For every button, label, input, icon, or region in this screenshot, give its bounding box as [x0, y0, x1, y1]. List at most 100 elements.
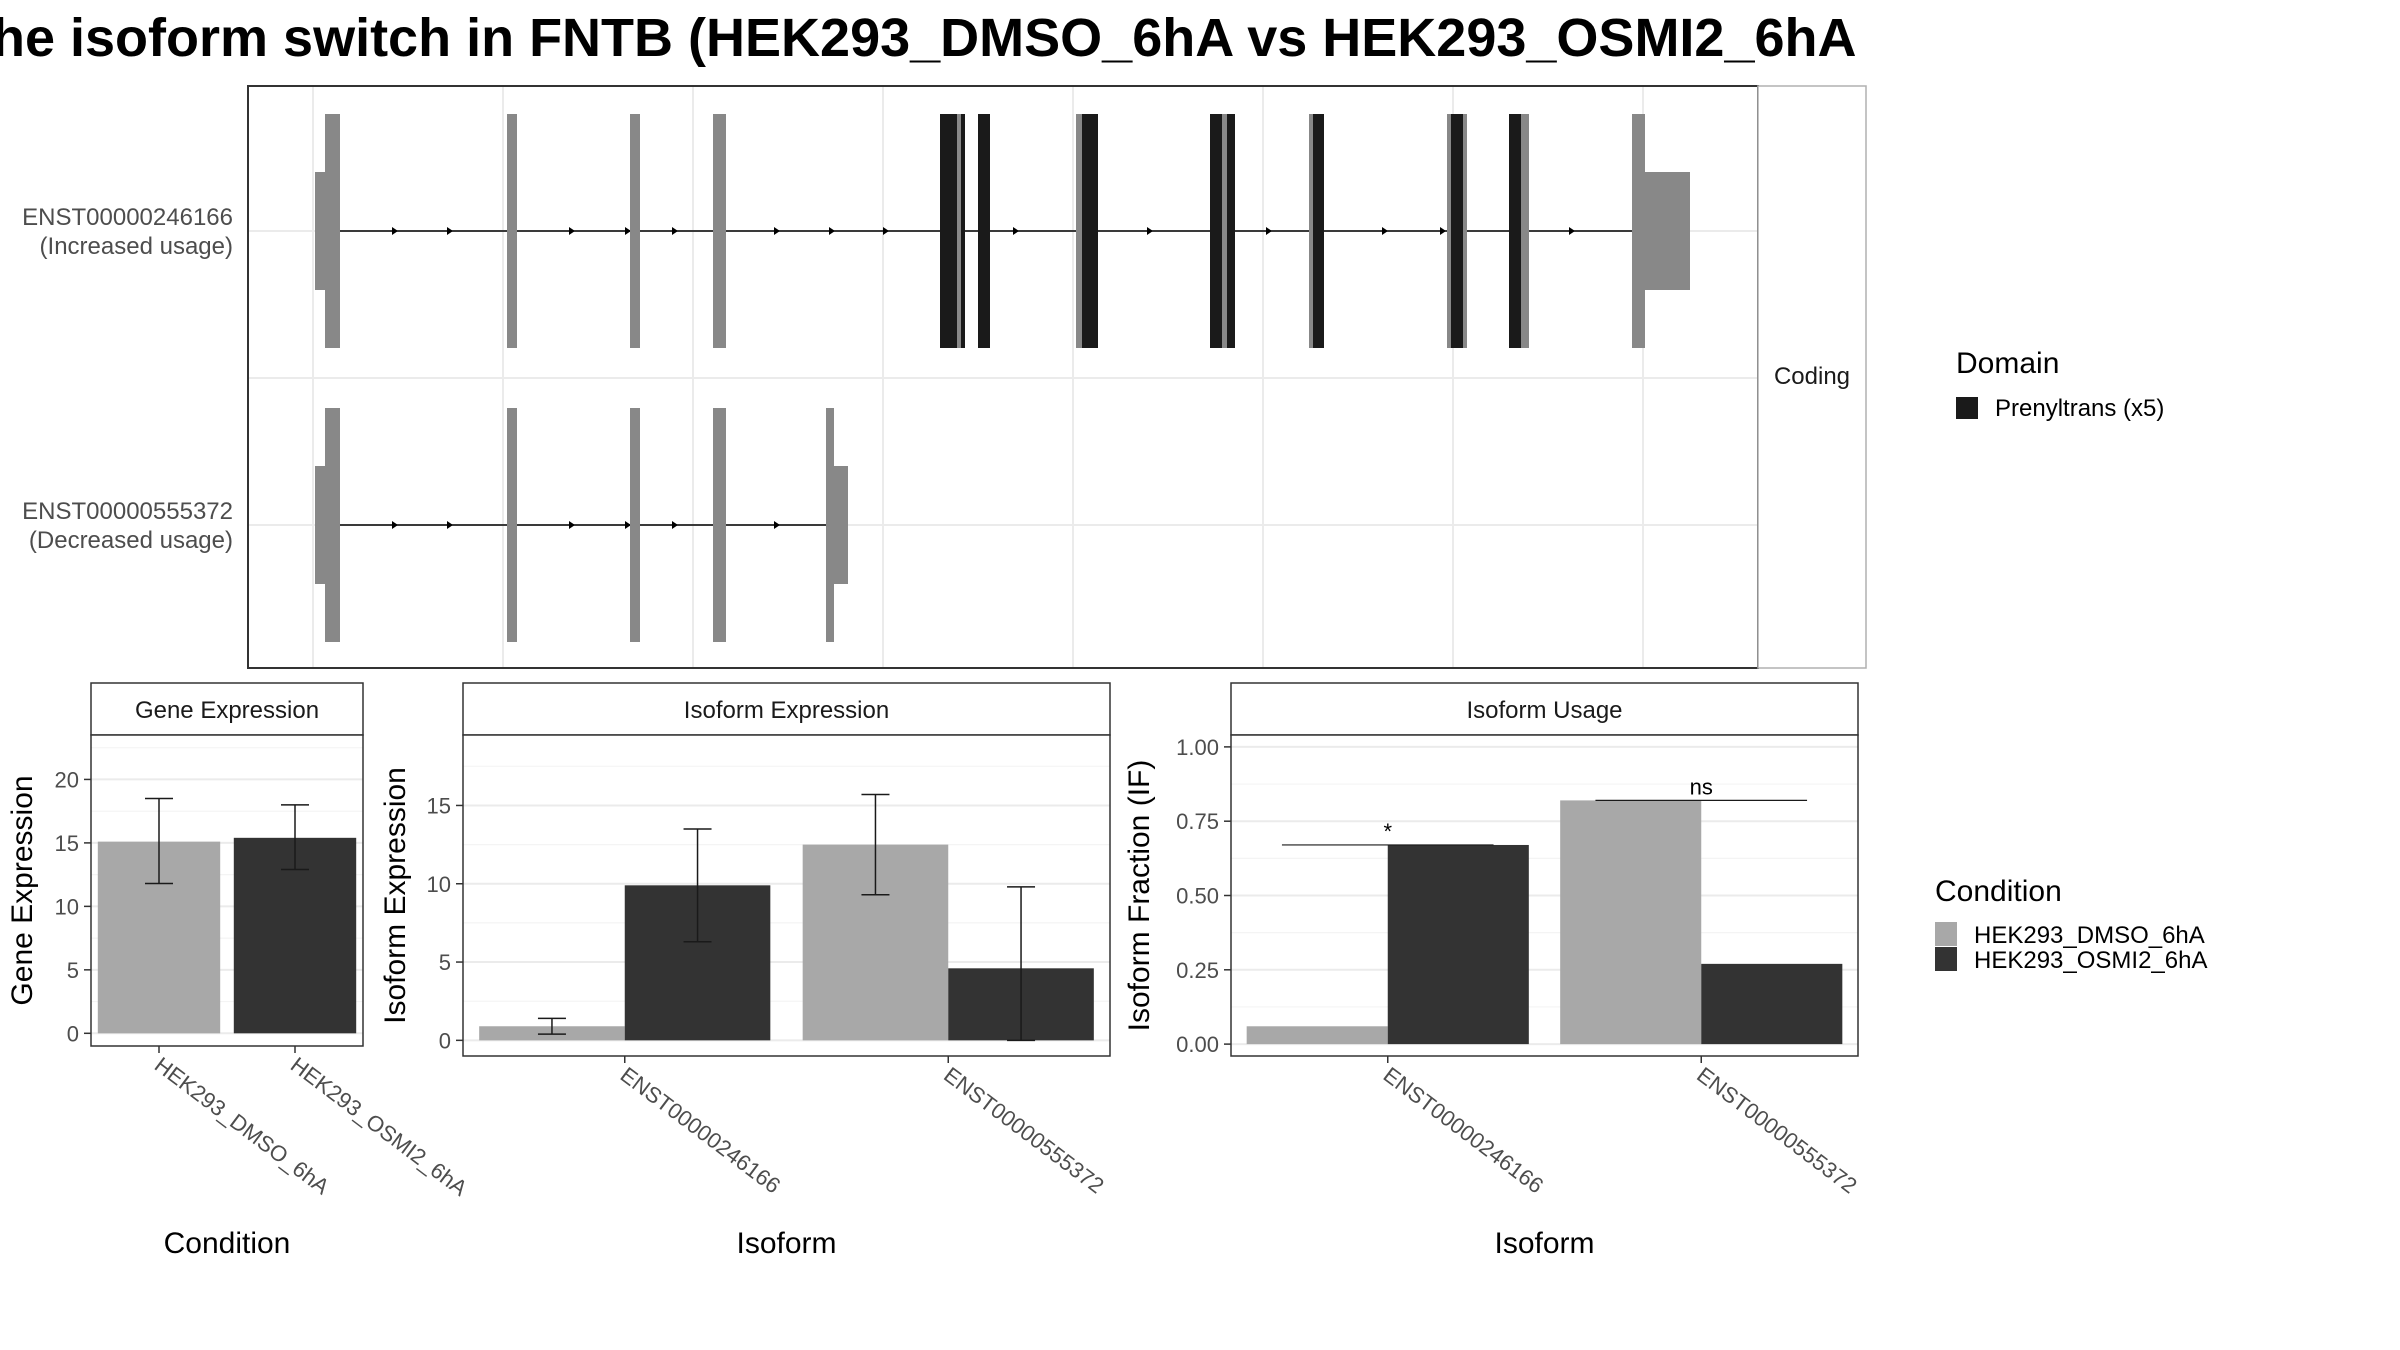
- intron-direction-arrow: [1569, 227, 1575, 235]
- exon-block: [713, 408, 726, 642]
- y-tick-label: 0.25: [1176, 958, 1219, 983]
- coding-strip-label: Coding: [1774, 363, 1850, 390]
- exon-block: [325, 408, 340, 642]
- exon-block: [1076, 114, 1098, 348]
- exon-segment: [1082, 114, 1092, 348]
- y-tick-label: 1.00: [1176, 735, 1219, 760]
- intron-direction-arrow: [447, 227, 453, 235]
- structure-marks: [315, 114, 1690, 642]
- intron-direction-arrow: [569, 521, 575, 529]
- exon-segment: [1463, 114, 1467, 348]
- exon-block: [1309, 114, 1324, 348]
- transcript-1-usage-label: (Increased usage): [40, 233, 233, 260]
- domain-legend-item: Prenyltrans (x5): [1995, 395, 2164, 422]
- utr-exon-block: [834, 466, 848, 584]
- intron-direction-arrow: [447, 521, 453, 529]
- exon-segment: [1210, 114, 1222, 348]
- x-tick-label: ENST00000246166: [616, 1062, 785, 1198]
- exon-segment: [940, 114, 957, 348]
- condition-legend-swatch-osmi: [1935, 947, 1957, 971]
- y-tick-label: 0: [67, 1021, 79, 1046]
- x-axis-title: Isoform: [1494, 1227, 1594, 1260]
- y-tick-label: 0: [439, 1028, 451, 1053]
- condition-legend-swatch-dmso: [1935, 922, 1957, 946]
- exon-segment: [1227, 114, 1235, 348]
- exon-block: [826, 408, 834, 642]
- utr-exon-block: [315, 172, 327, 290]
- exon-segment: [1076, 114, 1082, 348]
- y-tick-label: 0.75: [1176, 809, 1219, 834]
- figure-title: he isoform switch in FNTB (HEK293_DMSO_6…: [0, 8, 1857, 68]
- bar: [1560, 800, 1702, 1045]
- transcript-structure-panel: Coding ENST00000246166 (Increased usage)…: [22, 85, 2164, 669]
- bar: [1387, 844, 1529, 1045]
- coding-strip-box: [1757, 85, 1867, 669]
- panel-border: [90, 734, 364, 1047]
- exon-segment: [826, 408, 834, 642]
- intron-direction-arrow: [569, 227, 575, 235]
- exon-block: [507, 114, 517, 348]
- intron-direction-arrow: [774, 227, 780, 235]
- isoform-expression-panel: Isoform Expression 0 5 10 15 ENST00000246166 E…: [379, 682, 1111, 1260]
- utr-exon-block: [315, 466, 327, 584]
- exon-segment: [507, 408, 517, 642]
- y-tick-label: 5: [67, 958, 79, 983]
- condition-legend-label-dmso: HEK293_DMSO_6hA: [1974, 922, 2205, 949]
- intron-direction-arrow: [1147, 227, 1153, 235]
- exon-segment: [1447, 114, 1451, 348]
- exon-segment: [1521, 114, 1529, 348]
- panel-border: [1230, 734, 1859, 1057]
- exon-segment: [325, 408, 340, 642]
- exon-block: [630, 114, 640, 348]
- condition-legend: Condition HEK293_DMSO_6hA HEK293_OSMI2_6…: [1935, 875, 2207, 974]
- exon-segment: [1451, 114, 1463, 348]
- isoform-usage-panel: Isoform Usage 0.00 0.25 0.50 0.75 1.00 * ns ENST…: [1123, 682, 1862, 1260]
- x-axis-title: Condition: [164, 1227, 291, 1260]
- intron-direction-arrow: [672, 227, 678, 235]
- x-tick-label: ENST00000555372: [1692, 1062, 1861, 1198]
- y-tick-label: 5: [439, 950, 451, 975]
- exon-segment: [957, 114, 961, 348]
- y-tick-label: 15: [55, 831, 79, 856]
- exon-block: [1632, 114, 1645, 348]
- condition-legend-label-osmi: HEK293_OSMI2_6hA: [1974, 947, 2207, 974]
- intron-direction-arrow: [392, 521, 398, 529]
- x-tick-label: ENST00000246166: [1379, 1062, 1548, 1198]
- utr-exon-block: [1645, 172, 1690, 290]
- intron-direction-arrow: [1382, 227, 1388, 235]
- y-tick-label: 20: [55, 767, 79, 792]
- transcript-2-id: ENST00000555372: [22, 498, 233, 525]
- exon-segment: [978, 114, 990, 348]
- exon-segment: [961, 114, 965, 348]
- panel-border: [462, 734, 1111, 1057]
- condition-legend-title: Condition: [1935, 875, 2062, 908]
- panel-title: Isoform Expression: [684, 697, 889, 724]
- intron-direction-arrow: [1266, 227, 1272, 235]
- exon-segment: [713, 114, 726, 348]
- bar: [1701, 963, 1843, 1045]
- exon-block: [978, 114, 990, 348]
- panel-title: Isoform Usage: [1466, 697, 1622, 724]
- domain-legend-swatch: [1956, 397, 1978, 419]
- intron-direction-arrow: [625, 521, 631, 529]
- exon-segment: [1309, 114, 1313, 348]
- exon-segment: [1092, 114, 1098, 348]
- x-tick-label: ENST00000555372: [939, 1062, 1108, 1198]
- exon-block: [940, 114, 965, 348]
- intron-direction-arrow: [883, 227, 889, 235]
- exon-block: [1210, 114, 1235, 348]
- exon-segment: [713, 408, 726, 642]
- exon-block: [630, 408, 640, 642]
- domain-legend-title: Domain: [1956, 347, 2059, 380]
- exon-block: [1447, 114, 1467, 348]
- y-tick-label: 0.00: [1176, 1032, 1219, 1057]
- significance-label: *: [1383, 819, 1392, 844]
- exon-segment: [1313, 114, 1324, 348]
- y-axis-title: Isoform Expression: [379, 767, 412, 1024]
- exon-segment: [630, 408, 640, 642]
- intron-direction-arrow: [829, 227, 835, 235]
- exon-segment: [1509, 114, 1521, 348]
- intron-direction-arrow: [1440, 227, 1446, 235]
- significance-label: ns: [1690, 774, 1713, 799]
